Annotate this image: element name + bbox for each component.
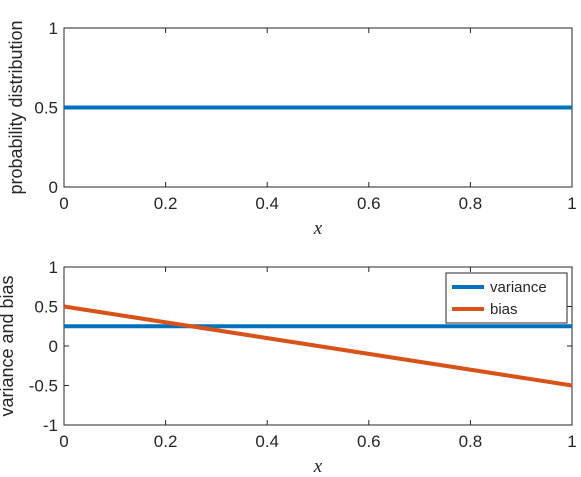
- chart1-xtick-label: 0.8: [459, 194, 483, 213]
- chart2-xtick-label: 0: [59, 432, 68, 451]
- chart2-ytick-label: -0.5: [29, 377, 58, 396]
- chart2-xtick-label: 0.6: [357, 432, 381, 451]
- chart1-xlabel: x: [313, 218, 323, 239]
- chart1-xtick-label: 0.2: [154, 194, 178, 213]
- chart2-ytick-label: 0: [49, 337, 58, 356]
- chart2-ylabel: variance and bias: [0, 275, 17, 416]
- chart2-legend-label: bias: [490, 301, 518, 318]
- chart1-ytick-label: 0: [49, 178, 58, 197]
- chart2-legend-box: [445, 272, 568, 324]
- chart2-xtick-label: 0.4: [255, 432, 279, 451]
- chart2-ytick-label: 1: [49, 258, 58, 277]
- chart1-ytick-label: 1: [49, 19, 58, 38]
- chart2-xtick-label: 1: [567, 432, 576, 451]
- chart1-ylabel: probability distribution: [6, 20, 26, 194]
- chart2-ytick-label: 0.5: [34, 298, 58, 317]
- chart2-xtick-label: 0.2: [154, 432, 178, 451]
- chart1-xtick-label: 0: [59, 194, 68, 213]
- chart2-legend-label: variance: [490, 279, 547, 296]
- chart2-ytick-label: -1: [43, 416, 58, 435]
- chart2-series-bias: [63, 304, 573, 388]
- chart1-xtick-label: 1: [567, 194, 576, 213]
- chart1-xtick-label: 0.4: [255, 194, 279, 213]
- chart2-xtick-label: 0.8: [459, 432, 483, 451]
- chart1-xtick-label: 0.6: [357, 194, 381, 213]
- chart1-ytick-label: 0.5: [34, 99, 58, 118]
- chart2-xlabel: x: [313, 456, 323, 477]
